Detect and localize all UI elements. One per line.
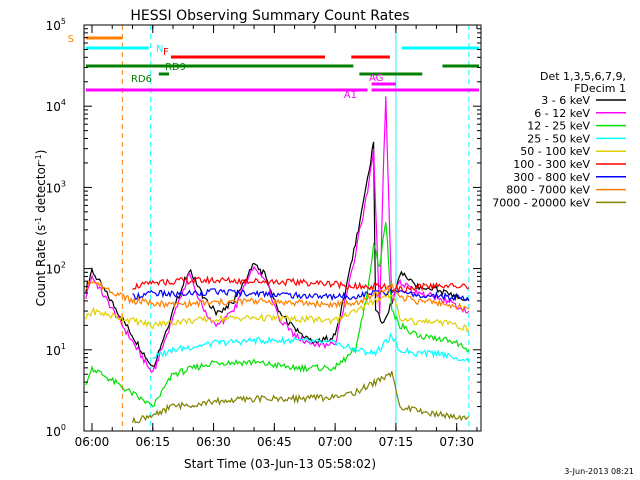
x-tick-label: 06:15	[135, 435, 170, 449]
chart-title: HESSI Observing Summary Count Rates	[130, 8, 409, 24]
legend-entry-label: 50 - 100 keV	[520, 145, 590, 158]
flag-label: S	[68, 34, 74, 45]
series-line-6-12-kev	[85, 96, 470, 374]
series-line-300-800-kev	[132, 288, 470, 302]
y-tick-label: 100	[46, 423, 66, 439]
flag-bar-f: F	[163, 47, 390, 59]
x-tick-label: 06:00	[75, 435, 110, 449]
legend-entry-label: 7000 - 20000 keV	[492, 196, 590, 209]
series-line-25-50-kev	[152, 332, 470, 363]
y-tick-label: 104	[46, 98, 66, 114]
x-tick-label: 07:15	[379, 435, 414, 449]
flag-bar-rd9: RD9	[86, 62, 479, 73]
date-stamp: 3-Jun-2013 08:21	[564, 467, 634, 476]
flag-label: N	[156, 44, 163, 55]
x-axis: 06:00 06:15 06:30 06:45 07:00 07:15 07:30	[75, 25, 478, 449]
series-line-3-6-kev	[85, 141, 470, 368]
series-line-100-300-kev	[132, 275, 470, 294]
flag-label: RD9	[165, 62, 186, 73]
flag-label: RD6	[131, 74, 152, 85]
legend-entry-label: 800 - 7000 keV	[506, 184, 590, 197]
flag-bar-rd6: RD6	[131, 72, 423, 85]
legend-entry-label: 300 - 800 keV	[513, 171, 590, 184]
y-tick-label: 103	[46, 179, 66, 195]
legend-entry-label: 3 - 6 keV	[541, 94, 590, 107]
x-tick-label: 06:30	[196, 435, 231, 449]
legend-header: Det 1,3,5,6,7,9,	[540, 70, 626, 83]
y-axis: 100 101 102 103 104 105	[46, 17, 481, 439]
flag-label: A1	[344, 90, 357, 101]
series-line-7000-20000-kev	[131, 370, 470, 424]
legend-entry-label: 100 - 300 keV	[513, 158, 590, 171]
flag-bar-a1: A1	[86, 88, 479, 101]
x-tick-label: 07:00	[318, 435, 353, 449]
y-tick-label: 105	[46, 17, 66, 33]
x-tick-label: 07:30	[439, 435, 474, 449]
series-line-12-25-kev	[85, 222, 470, 408]
series-line-50-100-kev	[85, 289, 470, 334]
y-tick-label: 101	[46, 342, 66, 358]
x-axis-label: Start Time (03-Jun-13 05:58:02)	[184, 457, 376, 471]
flag-label: F	[163, 47, 169, 58]
flag-bar-n: N	[86, 44, 479, 55]
flag-bar-ag: AG	[369, 73, 396, 86]
legend-entry-label: 6 - 12 keV	[534, 107, 590, 120]
y-tick-label: 102	[46, 261, 66, 277]
flag-bar-s: S	[68, 34, 123, 45]
y-axis-label: Count Rate (s-1 detector-1)	[34, 150, 49, 307]
legend-entry-label: 25 - 50 keV	[527, 132, 590, 145]
plot-area: S N F RD9 RD6 AG A1	[68, 25, 479, 431]
legend-header: FDecim 1	[574, 82, 626, 95]
plot-frame	[83, 24, 482, 432]
legend-entry-label: 12 - 25 keV	[527, 120, 590, 133]
x-tick-label: 06:45	[257, 435, 292, 449]
flag-label: AG	[369, 73, 383, 84]
series-line-800-7000-kev	[85, 280, 470, 312]
